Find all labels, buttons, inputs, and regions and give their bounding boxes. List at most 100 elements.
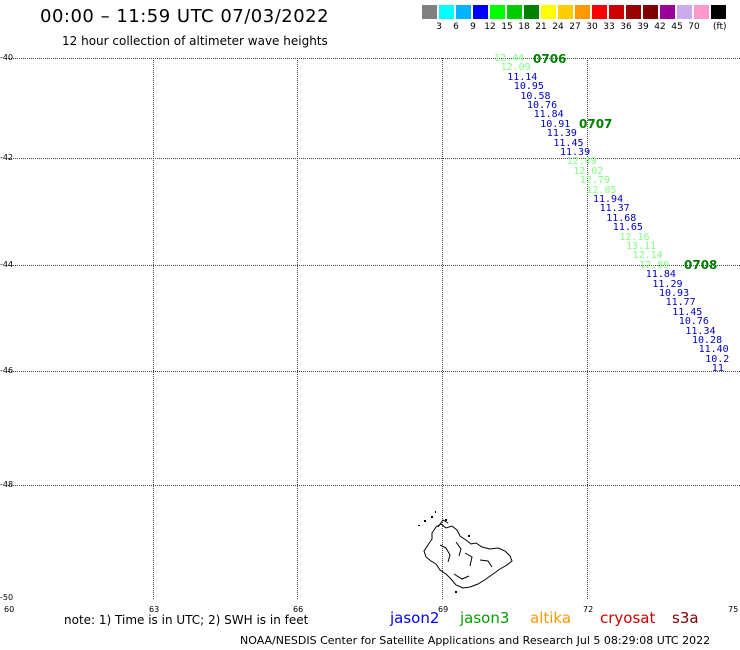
- color-scale-unit: (ft): [713, 22, 727, 32]
- longitude-label: 63: [149, 605, 160, 614]
- wave-height-value: 10.91: [540, 118, 571, 130]
- track-time-label: 0708: [684, 258, 718, 272]
- wave-height-value: 11.65: [612, 222, 643, 234]
- longitude-label: 69: [438, 605, 449, 614]
- latitude-label: -50: [0, 593, 14, 602]
- wave-height-value: 12.09: [500, 62, 531, 74]
- longitude-label: 66: [293, 605, 304, 614]
- satellite-legend-jason2: jason2: [390, 609, 440, 627]
- wave-height-value: 12.89: [639, 259, 670, 271]
- wave-height-value: 10.58: [520, 90, 551, 102]
- wave-height-value: 11: [711, 363, 724, 375]
- color-swatch: [490, 5, 505, 19]
- longitude-label: 60: [4, 605, 15, 614]
- latitude-gridline: [8, 265, 740, 266]
- color-scale-label: 6: [453, 22, 459, 32]
- kerguelen-island-outline: [423, 519, 513, 589]
- wave-height-value: 11.45: [672, 306, 703, 318]
- color-scale-label: 36: [620, 22, 632, 32]
- latitude-label: -40: [0, 53, 14, 62]
- color-scale-label: 70: [688, 22, 700, 32]
- color-swatch: [626, 5, 641, 19]
- wave-height-value: 11.39: [560, 147, 591, 158]
- map-subtitle: 12 hour collection of altimeter wave hei…: [62, 34, 328, 48]
- wave-height-value: 11.94: [593, 194, 624, 205]
- footnote: note: 1) Time is in UTC; 2) SWH is in fe…: [64, 613, 309, 627]
- color-scale-label: 42: [654, 22, 666, 32]
- longitude-label: 75: [728, 605, 739, 614]
- track-time-label: 0706: [533, 52, 567, 66]
- longitude-gridline: [153, 58, 154, 599]
- color-scale-label: 33: [603, 22, 615, 32]
- color-swatch: [711, 5, 726, 19]
- credit-footer: NOAA/NESDIS Center for Satellite Applica…: [240, 634, 711, 647]
- longitude-gridline: [297, 58, 298, 599]
- wave-height-value: 11.77: [665, 297, 696, 309]
- longitude-label: 72: [583, 605, 594, 614]
- color-scale-label: 3: [436, 22, 442, 32]
- color-swatch: [541, 5, 556, 19]
- wave-height-value: 12.05: [586, 184, 617, 196]
- satellite-legend-s3a: s3a: [672, 609, 699, 627]
- color-swatch: [575, 5, 590, 19]
- color-scale-label: 45: [671, 22, 683, 32]
- latitude-gridline: [8, 58, 740, 59]
- color-scale-label: 39: [637, 22, 649, 32]
- color-scale-label: 18: [518, 22, 530, 32]
- color-swatch: [524, 5, 539, 19]
- wave-height-value: 11.45: [553, 137, 584, 149]
- wave-height-value: 10.28: [692, 335, 723, 346]
- wave-height-value: 10.95: [513, 81, 544, 93]
- color-swatch: [592, 5, 607, 19]
- latitude-label: -44: [0, 260, 14, 269]
- satellite-legend-jason3: jason3: [460, 609, 510, 627]
- color-swatch: [439, 5, 454, 19]
- map-title: 00:00 – 11:59 UTC 07/03/2022: [40, 6, 330, 27]
- wave-height-value: 10.76: [527, 100, 558, 111]
- color-swatch: [473, 5, 488, 19]
- color-swatch: [558, 5, 573, 19]
- color-swatch: [660, 5, 675, 19]
- color-swatch: [677, 5, 692, 19]
- color-swatch: [507, 5, 522, 19]
- wave-height-value: 11.34: [685, 325, 716, 337]
- latitude-gridline: [8, 158, 740, 159]
- wave-height-value: 12.02: [573, 165, 604, 177]
- color-scale-label: 30: [586, 22, 598, 32]
- color-swatch: [694, 5, 709, 19]
- color-scale-label: 9: [470, 22, 476, 32]
- latitude-label: -48: [0, 480, 14, 489]
- latitude-label: -42: [0, 153, 14, 162]
- offshore-islets: [418, 511, 470, 593]
- wave-height-value: 10.76: [678, 316, 709, 328]
- wave-height-value: 11.14: [507, 71, 538, 83]
- color-scale-label: 15: [501, 22, 513, 32]
- color-swatch: [609, 5, 624, 19]
- color-swatch: [422, 5, 437, 19]
- color-swatch: [456, 5, 471, 19]
- color-scale-label: 12: [484, 22, 496, 32]
- longitude-gridline: [442, 58, 443, 599]
- satellite-legend-cryosat: cryosat: [600, 609, 656, 627]
- color-swatch: [643, 5, 658, 19]
- track-time-label: 0707: [579, 117, 613, 131]
- latitude-gridline: [8, 371, 740, 372]
- wave-height-value: 11.39: [546, 128, 577, 140]
- latitude-label: -46: [0, 366, 14, 375]
- color-scale-label: 24: [552, 22, 564, 32]
- wave-height-value: 11.84: [533, 109, 564, 121]
- wave-height-value: 12.16: [619, 231, 650, 243]
- wave-height-value: 11.84: [645, 269, 676, 281]
- color-scale-label: 27: [569, 22, 581, 32]
- wave-height-value: 11.37: [599, 203, 630, 215]
- wave-height-value: 11.40: [698, 344, 729, 356]
- wave-height-value: 12.79: [579, 175, 610, 187]
- wave-height-value: 11.68: [606, 212, 637, 224]
- latitude-gridline: [8, 485, 740, 486]
- wave-height-value: 12.44: [494, 53, 525, 64]
- wave-height-value: 10.2: [705, 353, 730, 365]
- satellite-legend-altika: altika: [530, 609, 572, 627]
- color-scale-label: 21: [535, 22, 547, 32]
